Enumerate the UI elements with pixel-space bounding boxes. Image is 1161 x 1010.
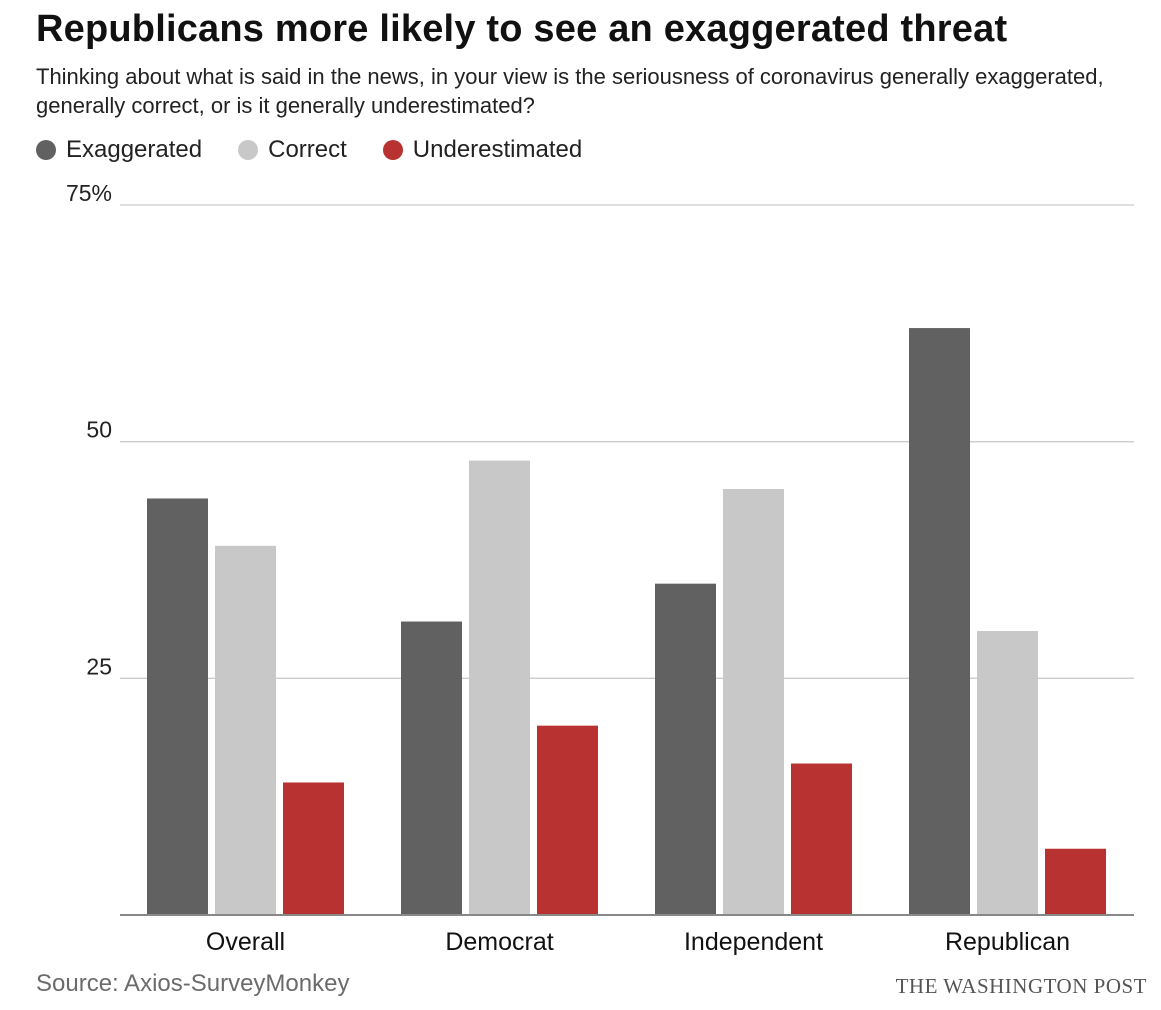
chart-title: Republicans more likely to see an exagge…	[36, 8, 1008, 50]
x-category-label: Republican	[945, 928, 1070, 956]
bar-exaggerated-democrat	[401, 621, 462, 915]
axes: 25 50 75% Overall Democrat Independent Republi…	[66, 180, 1134, 956]
bar-underestimated-democrat	[537, 725, 598, 915]
y-tick-label: 50	[86, 417, 112, 443]
bar-underestimated-overall	[283, 782, 344, 915]
bar-exaggerated-overall	[147, 498, 208, 915]
bar-underestimated-independent	[791, 763, 852, 915]
legend-label-underestimated: Underestimated	[412, 136, 583, 163]
legend-swatch-exaggerated	[36, 140, 56, 160]
bar-underestimated-republican	[1045, 848, 1106, 915]
bar-correct-republican	[977, 631, 1038, 915]
publisher-credit: THE WASHINGTON POST	[895, 974, 1147, 998]
legend: Exaggerated Correct Underestimated	[36, 136, 618, 164]
legend-item-underestimated: Underestimated	[382, 136, 583, 164]
legend-swatch-correct	[238, 140, 259, 160]
legend-label-exaggerated: Exaggerated	[66, 136, 203, 163]
x-category-label: Overall	[206, 928, 285, 956]
y-tick-label: 25	[86, 653, 112, 679]
source-note: Source: Axios-SurveyMonkey	[36, 970, 350, 997]
chart-subtitle: Thinking about what is said in the news,…	[36, 64, 1104, 118]
bar-correct-democrat	[469, 460, 530, 915]
x-category-label: Independent	[684, 928, 823, 956]
legend-item-correct: Correct	[238, 136, 347, 164]
bar-exaggerated-republican	[909, 328, 970, 916]
legend-label-correct: Correct	[268, 136, 347, 163]
bar-correct-overall	[215, 545, 276, 915]
legend-item-exaggerated: Exaggerated	[36, 136, 202, 164]
x-category-label: Democrat	[445, 928, 553, 956]
bar-exaggerated-independent	[655, 583, 716, 915]
bar-correct-independent	[723, 489, 784, 915]
legend-swatch-underestimated	[382, 140, 403, 160]
bars	[147, 328, 1106, 916]
y-tick-label: 75%	[66, 180, 112, 206]
